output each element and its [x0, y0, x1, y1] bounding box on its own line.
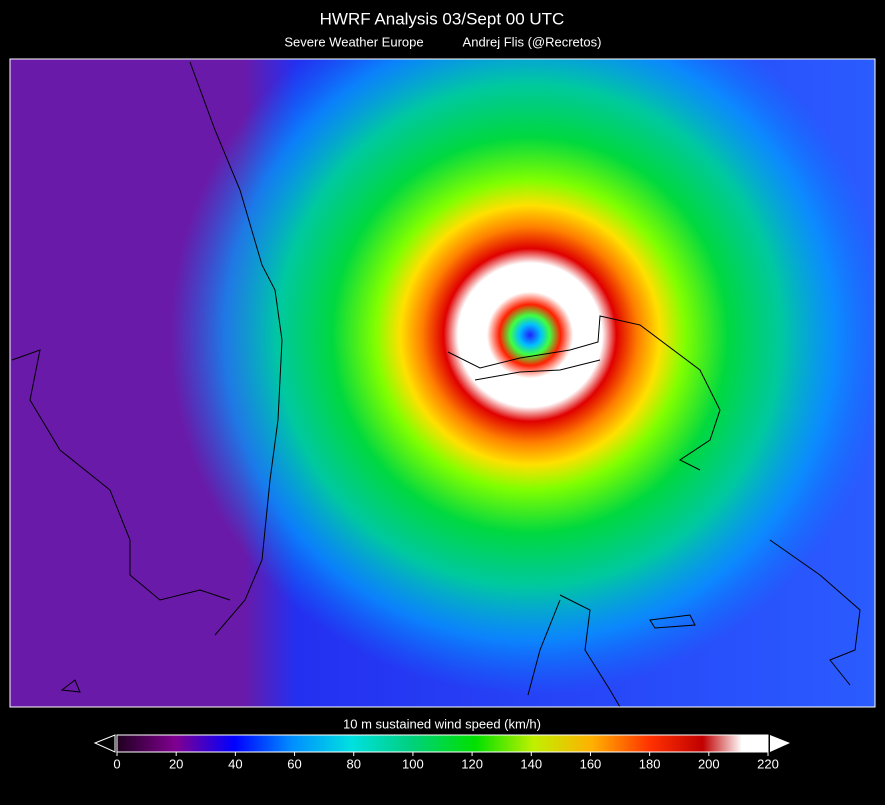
tick-label: 0	[113, 756, 120, 771]
tick-label: 220	[757, 756, 779, 771]
tick-label: 140	[520, 756, 542, 771]
coastline	[11, 349, 231, 601]
source: Severe Weather Europe	[284, 34, 423, 49]
coastline	[649, 614, 696, 629]
tick-label: 60	[287, 756, 301, 771]
coastlines	[11, 61, 861, 708]
tick-label: 160	[580, 756, 602, 771]
colorbar-under-arrow	[93, 734, 116, 753]
tick-label: 40	[228, 756, 242, 771]
tick-label: 120	[461, 756, 483, 771]
coastline	[769, 539, 861, 686]
title: HWRF Analysis 03/Sept 00 UTC	[320, 9, 565, 28]
tick-label: 80	[346, 756, 360, 771]
map-frame	[9, 58, 876, 708]
tick-label: 200	[698, 756, 720, 771]
colorbar	[116, 734, 769, 753]
tick-label: 20	[169, 756, 183, 771]
coastline	[189, 61, 283, 636]
coastline	[474, 359, 601, 381]
coastline	[447, 315, 721, 471]
colorbar-over-arrow	[770, 735, 790, 752]
map	[9, 58, 876, 708]
hurricane-field	[10, 59, 875, 707]
coastline	[60, 679, 81, 693]
colorbar-label: 10 m sustained wind speed (km/h)	[343, 716, 541, 731]
tick-label: 100	[402, 756, 424, 771]
coastline	[527, 594, 621, 708]
colorbar-ticks: 0 20 40 60 80 100 120 140 160 180 200 220	[113, 752, 779, 771]
author: Andrej Flis (@Recretos)	[463, 34, 602, 49]
tick-label: 180	[639, 756, 661, 771]
